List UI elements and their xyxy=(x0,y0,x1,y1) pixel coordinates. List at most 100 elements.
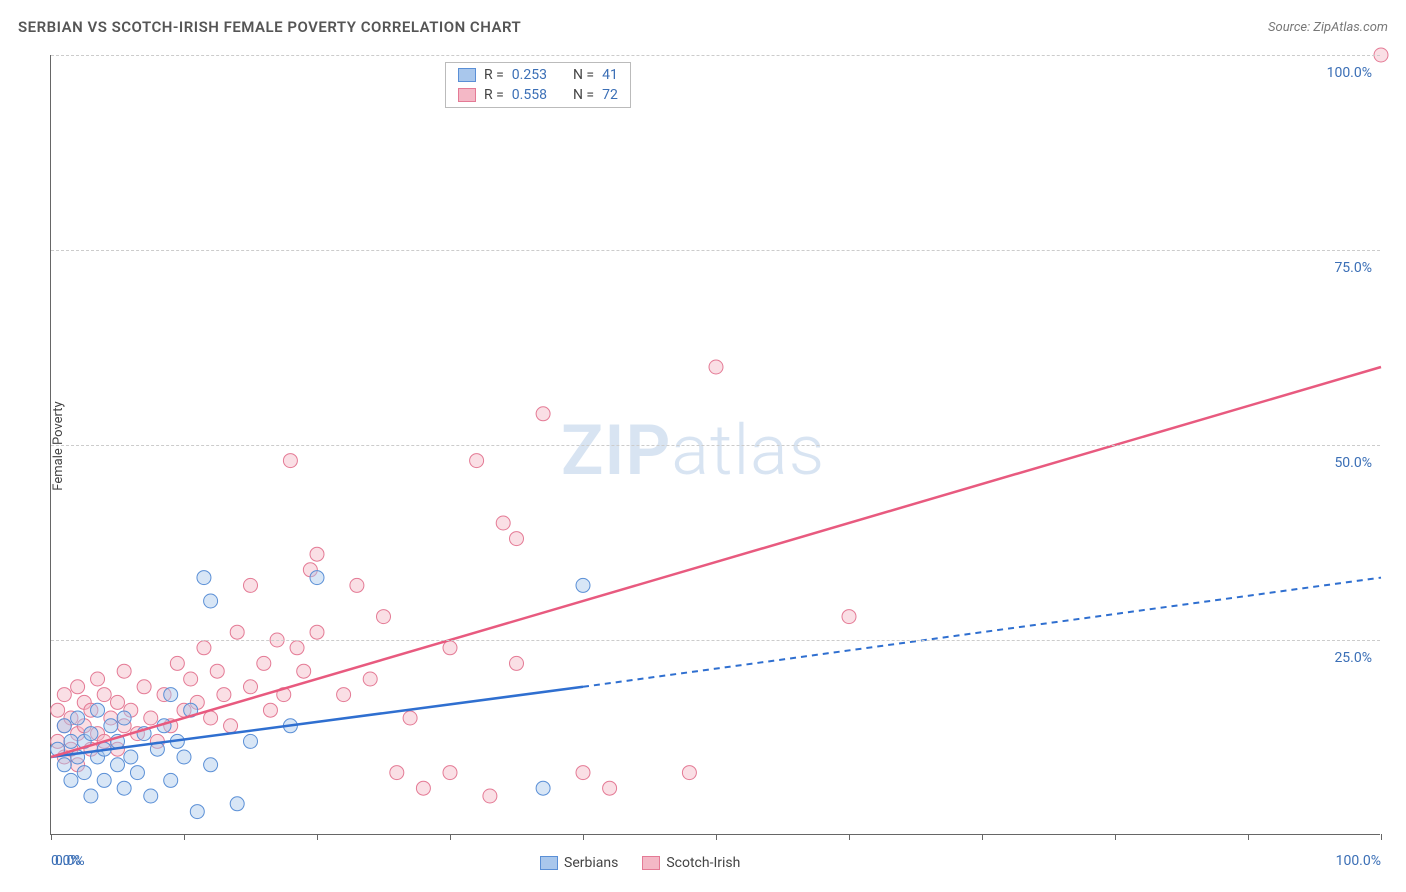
r-label: R = xyxy=(484,67,504,83)
n-value: 41 xyxy=(602,67,618,83)
trend-line-dash xyxy=(583,578,1381,687)
legend-item: Serbians xyxy=(540,855,618,871)
scatter-point xyxy=(377,610,391,624)
legend-item: Scotch-Irish xyxy=(642,855,740,871)
scatter-point xyxy=(111,695,125,709)
scatter-point xyxy=(403,711,417,725)
scatter-point xyxy=(290,641,304,655)
scatter-point xyxy=(416,781,430,795)
scatter-point xyxy=(130,766,144,780)
scatter-point xyxy=(310,625,324,639)
scatter-point xyxy=(310,547,324,561)
scatter-point xyxy=(71,680,85,694)
scatter-point xyxy=(117,781,131,795)
x-tick xyxy=(716,834,717,840)
scatter-point xyxy=(230,625,244,639)
grid-line xyxy=(51,445,1380,446)
scatter-point xyxy=(536,781,550,795)
x-tick xyxy=(450,834,451,840)
series-swatch xyxy=(540,856,558,870)
scatter-point xyxy=(263,703,277,717)
scatter-point xyxy=(184,672,198,686)
scatter-point xyxy=(97,688,111,702)
scatter-point xyxy=(91,672,105,686)
n-value: 72 xyxy=(602,87,618,103)
x-tick xyxy=(184,834,185,840)
x-tick xyxy=(1248,834,1249,840)
y-tick-label: 50.0% xyxy=(1334,455,1372,471)
scatter-point xyxy=(137,680,151,694)
chart-title: SERBIAN VS SCOTCH-IRISH FEMALE POVERTY C… xyxy=(18,18,521,36)
scatter-point xyxy=(576,766,590,780)
scatter-point xyxy=(510,532,524,546)
y-tick-label: 75.0% xyxy=(1334,260,1372,276)
series-swatch xyxy=(458,88,476,102)
x-tick xyxy=(317,834,318,840)
scatter-point xyxy=(84,789,98,803)
scatter-point xyxy=(84,727,98,741)
scatter-point xyxy=(217,688,231,702)
scatter-point xyxy=(470,454,484,468)
x-tick xyxy=(1115,834,1116,840)
scatter-point xyxy=(210,664,224,678)
r-label: R = xyxy=(484,87,504,103)
series-legend: Serbians Scotch-Irish xyxy=(540,855,740,871)
scatter-point xyxy=(390,766,404,780)
scatter-point xyxy=(71,711,85,725)
legend-label: Serbians xyxy=(564,855,618,871)
scatter-point xyxy=(204,594,218,608)
grid-line xyxy=(51,640,1380,641)
n-label: N = xyxy=(573,87,594,103)
r-value: 0.558 xyxy=(512,87,547,103)
scatter-point xyxy=(164,773,178,787)
stats-row: R = 0.253 N = 41 xyxy=(446,65,630,85)
scatter-point xyxy=(443,641,457,655)
scatter-point xyxy=(64,734,78,748)
scatter-point xyxy=(244,578,258,592)
scatter-point xyxy=(204,711,218,725)
r-value: 0.253 xyxy=(512,67,547,83)
scatter-point xyxy=(117,711,131,725)
stats-row: R = 0.558 N = 72 xyxy=(446,85,630,105)
scatter-point xyxy=(576,578,590,592)
scatter-point xyxy=(204,758,218,772)
y-tick-label: 25.0% xyxy=(1334,650,1372,666)
scatter-point xyxy=(104,719,118,733)
scatter-point xyxy=(91,703,105,717)
scatter-point xyxy=(244,734,258,748)
scatter-point xyxy=(111,758,125,772)
scatter-point xyxy=(363,672,377,686)
scatter-point xyxy=(57,719,71,733)
scatter-point xyxy=(197,641,211,655)
series-swatch xyxy=(642,856,660,870)
scatter-point xyxy=(682,766,696,780)
scatter-point xyxy=(117,664,131,678)
scatter-point xyxy=(164,688,178,702)
plot-area: ZIPatlas 0.0%25.0%50.0%75.0%100.0%0.0%10… xyxy=(50,55,1380,835)
scatter-point xyxy=(603,781,617,795)
n-label: N = xyxy=(573,67,594,83)
trend-line xyxy=(51,367,1381,757)
legend-label: Scotch-Irish xyxy=(666,855,740,871)
scatter-point xyxy=(510,656,524,670)
scatter-point xyxy=(144,711,158,725)
x-tick xyxy=(849,834,850,840)
scatter-point xyxy=(842,610,856,624)
scatter-point xyxy=(144,789,158,803)
stats-legend: R = 0.253 N = 41 R = 0.558 N = 72 xyxy=(445,62,631,108)
y-tick-label: 100.0% xyxy=(1327,65,1372,81)
scatter-point xyxy=(496,516,510,530)
scatter-point xyxy=(124,750,138,764)
scatter-point xyxy=(536,407,550,421)
scatter-point xyxy=(297,664,311,678)
scatter-point xyxy=(709,360,723,374)
source-label: Source: ZipAtlas.com xyxy=(1268,20,1388,35)
x-tick xyxy=(1381,834,1382,840)
scatter-point xyxy=(57,688,71,702)
scatter-point xyxy=(197,571,211,585)
x-tick-label: 0.0% xyxy=(51,853,81,869)
scatter-point xyxy=(97,773,111,787)
scatter-point xyxy=(257,656,271,670)
scatter-point xyxy=(310,571,324,585)
scatter-point xyxy=(283,454,297,468)
